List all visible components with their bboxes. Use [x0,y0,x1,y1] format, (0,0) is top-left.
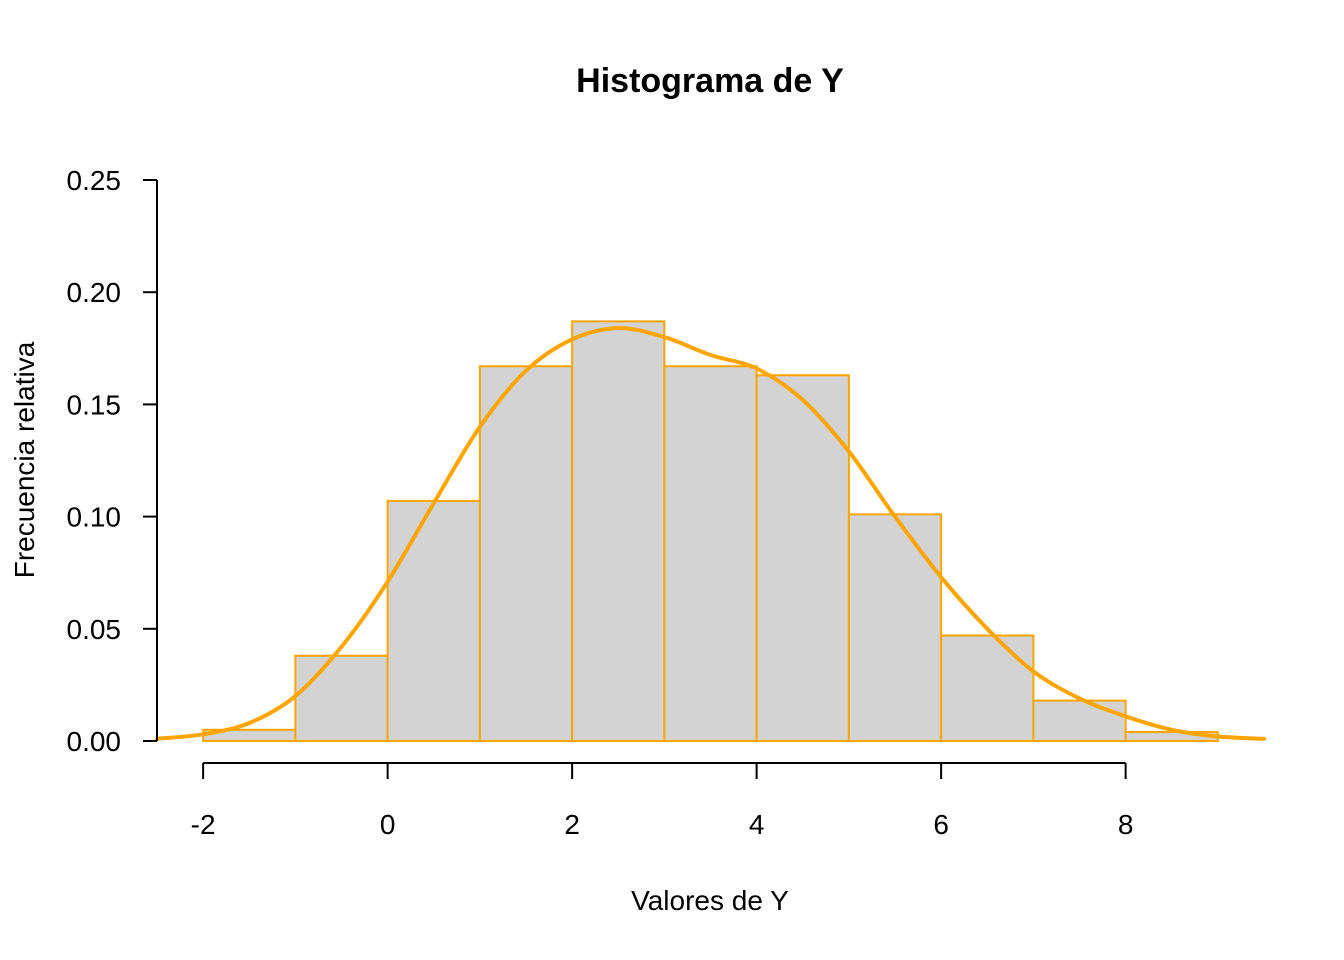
histogram-bar-3 [478,365,574,742]
x-tick-label: 2 [564,809,580,840]
y-tick-label: 0.25 [67,165,122,196]
y-axis-label: Frecuencia relativa [9,341,40,578]
x-tick-label: 0 [380,809,396,840]
x-tick-label: 6 [933,809,949,840]
y-tick-label: 0.05 [67,614,122,645]
histogram-bar-5 [663,365,758,742]
histogram-bar-7 [847,513,943,743]
y-axis: 0.00 0.05 0.10 0.15 0.20 0.25 [67,165,158,757]
histogram-bar-1 [294,654,389,743]
x-tick-label: 4 [749,809,765,840]
density-curve [155,326,1266,741]
chart-title: Histograma de Y [576,62,844,100]
x-tick-label: -2 [191,809,216,840]
x-axis-label: Valores de Y [631,885,789,916]
x-axis: -2 0 2 4 6 8 [191,762,1134,840]
y-tick-label: 0.00 [67,726,122,757]
histogram-bar-2 [386,499,481,742]
x-tick-label: 8 [1118,809,1134,840]
y-tick-label: 0.10 [67,502,122,533]
histogram-bars [202,320,1219,743]
histogram-bar-6 [755,374,850,742]
histogram-bar-8 [940,634,1035,742]
y-tick-label: 0.20 [67,277,122,308]
histogram-bar-4 [571,320,666,742]
histogram-bar-9 [1032,699,1127,742]
y-tick-label: 0.15 [67,389,122,420]
